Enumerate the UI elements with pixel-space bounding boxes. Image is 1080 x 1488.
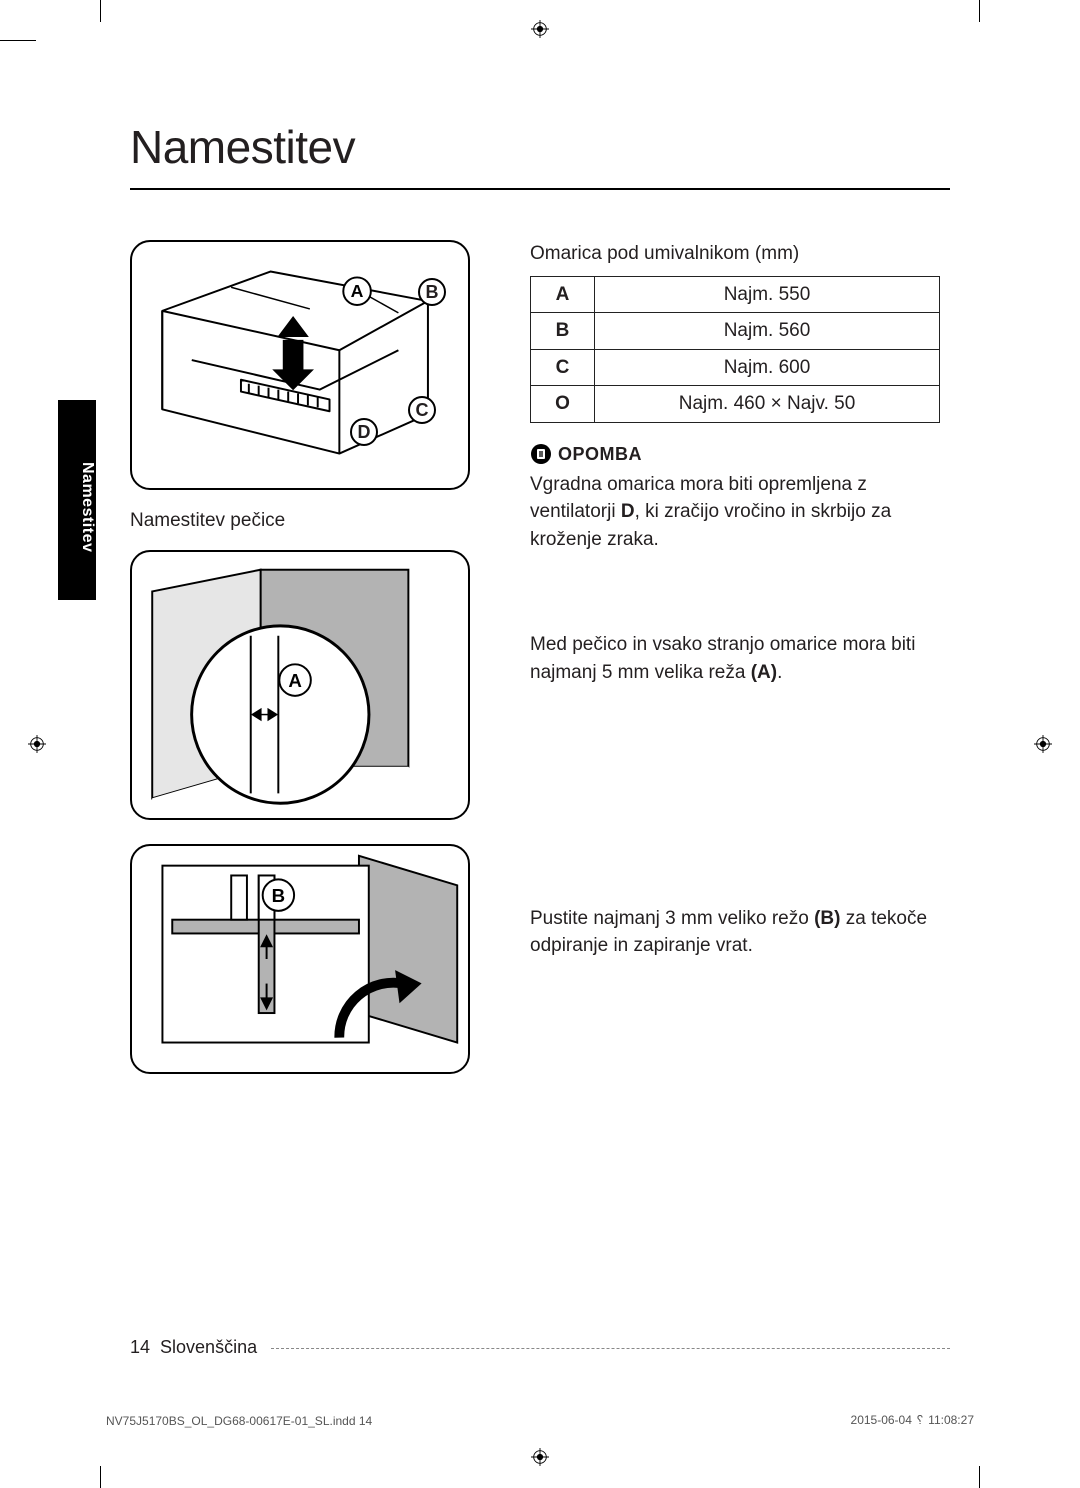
registration-mark-icon	[531, 20, 549, 38]
para2-pre: Med pečico in vsako stranjo omarice mora…	[530, 634, 915, 683]
para3-bold: (B)	[814, 908, 840, 929]
right-column: Omarica pod umivalnikom (mm) ANajm. 550B…	[530, 240, 940, 1094]
fig2-label: A	[288, 670, 302, 691]
subheading: Namestitev pečice	[130, 510, 490, 532]
table-key: O	[531, 386, 595, 423]
crop-mark	[100, 1466, 101, 1488]
fig3-label: B	[272, 885, 285, 906]
para2-post: .	[777, 662, 782, 683]
page-number: 14	[130, 1337, 150, 1358]
fig1-label-c: C	[408, 396, 436, 424]
figure-gap-a: A	[130, 550, 470, 820]
fig1-label-b: B	[418, 278, 446, 306]
paragraph-gap-a: Med pečico in vsako stranjo omarice mora…	[530, 631, 940, 686]
table-row: ONajm. 460 × Najv. 50	[531, 386, 940, 423]
paragraph-gap-b: Pustite najmanj 3 mm veliko režo (B) za …	[530, 905, 940, 960]
page-title: Namestitev	[130, 120, 980, 174]
page-footer: 14 Slovenščina	[130, 1337, 950, 1358]
footer-rule	[271, 1348, 950, 1349]
note-label: OPOMBA	[558, 441, 642, 467]
table-row: ANajm. 550	[531, 276, 940, 313]
figure-cabinet-diagram: A	[130, 240, 470, 490]
table-value: Najm. 600	[595, 349, 940, 386]
table-row: CNajm. 600	[531, 349, 940, 386]
figure-gap-b: B	[130, 844, 470, 1074]
dimensions-table: ANajm. 550BNajm. 560CNajm. 600ONajm. 460…	[530, 276, 940, 423]
crop-mark	[0, 40, 36, 41]
print-meta-left: NV75J5170BS_OL_DG68-00617E-01_SL.indd 14	[106, 1414, 372, 1428]
table-key: B	[531, 313, 595, 350]
table-value: Najm. 550	[595, 276, 940, 313]
table-caption: Omarica pod umivalnikom (mm)	[530, 240, 940, 268]
para2-bold: (A)	[751, 662, 777, 683]
table-value: Najm. 460 × Najv. 50	[595, 386, 940, 423]
table-row: BNajm. 560	[531, 313, 940, 350]
print-meta-right: 2015-06-04 ␦ 11:08:27	[851, 1413, 974, 1428]
table-key: A	[531, 276, 595, 313]
fig1-label-a: A	[351, 281, 364, 301]
fig1-label-d: D	[350, 418, 378, 446]
para3-pre: Pustite najmanj 3 mm veliko režo	[530, 908, 814, 929]
note-icon	[530, 443, 552, 465]
crop-mark	[979, 1466, 980, 1488]
crop-mark	[100, 0, 101, 22]
registration-mark-icon	[531, 1448, 549, 1466]
table-value: Najm. 560	[595, 313, 940, 350]
registration-mark-icon	[28, 735, 46, 753]
content-area: A	[130, 240, 980, 1094]
title-rule	[130, 188, 950, 190]
crop-mark	[979, 0, 980, 22]
note-heading: OPOMBA	[530, 441, 940, 467]
note-body-bold: D	[621, 501, 635, 522]
side-tab: Namestitev	[58, 400, 96, 600]
table-key: C	[531, 349, 595, 386]
note-body: Vgradna omarica mora biti opremljena z v…	[530, 471, 940, 554]
page-language: Slovenščina	[160, 1337, 257, 1358]
registration-mark-icon	[1034, 735, 1052, 753]
left-column: A	[130, 240, 490, 1094]
